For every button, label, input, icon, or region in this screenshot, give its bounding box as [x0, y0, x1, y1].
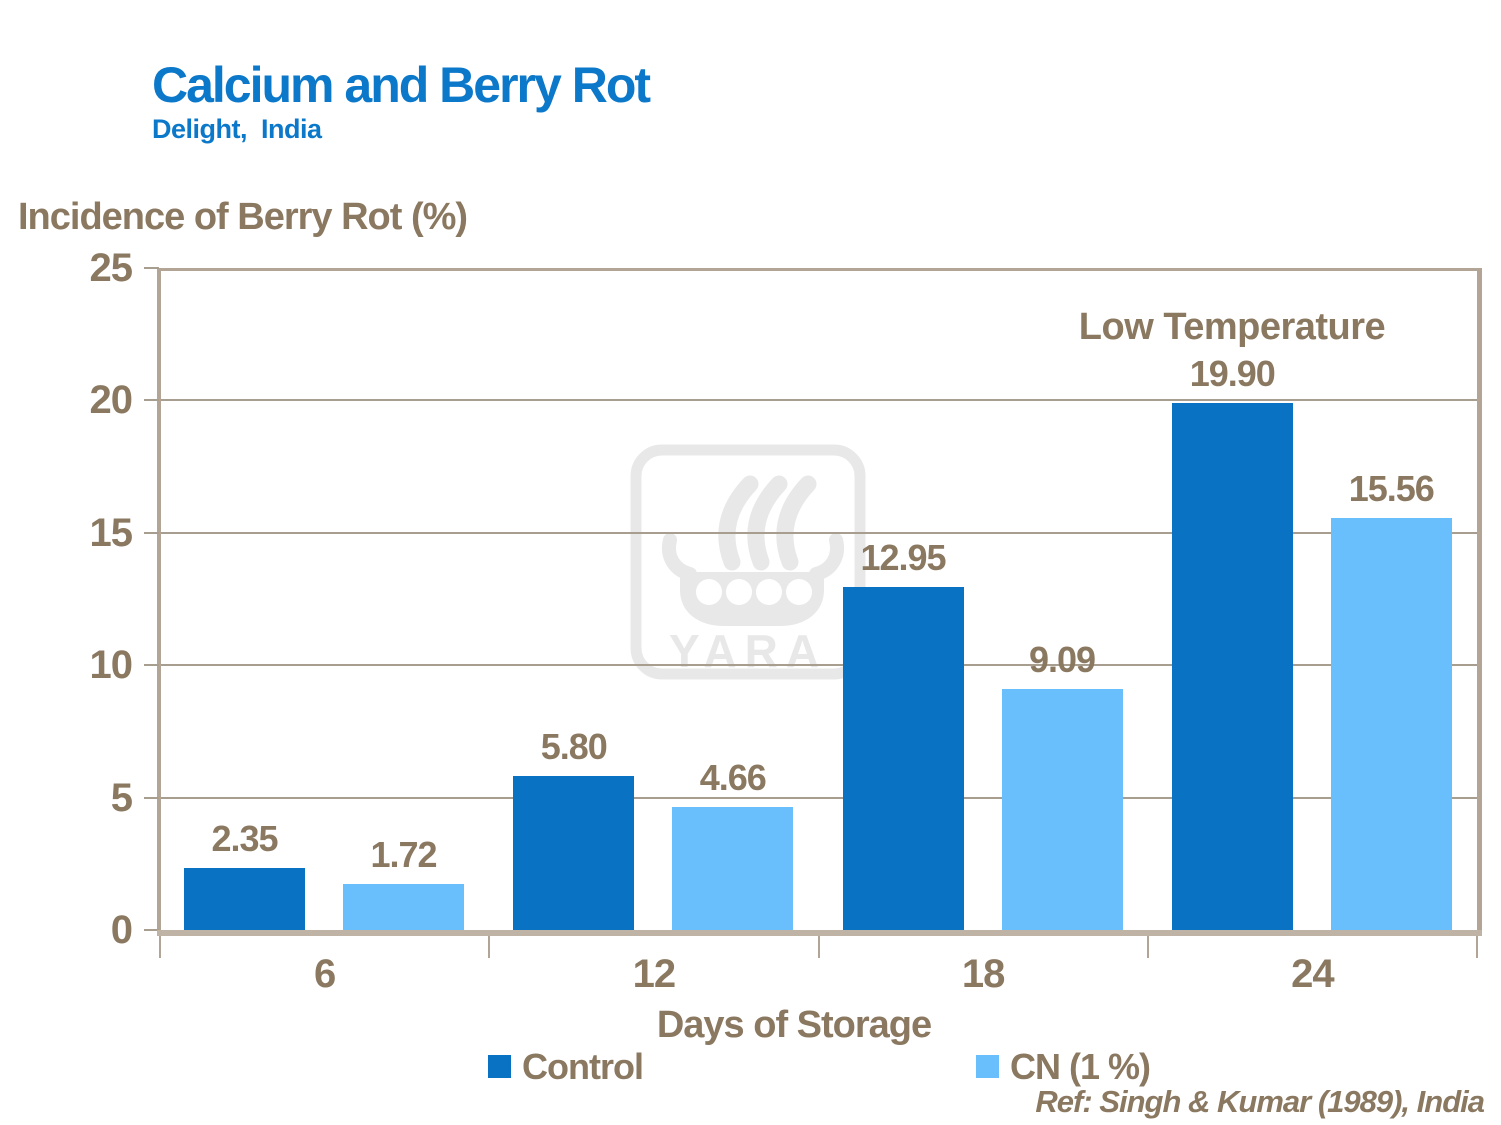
chart-subtitle: Delight, India: [152, 114, 322, 144]
y-tick-label: 20: [89, 378, 134, 423]
y-axis-tick: [144, 929, 159, 931]
bar-cn-1-12: [672, 807, 794, 930]
y-axis-tick: [144, 531, 159, 534]
y-tick-label: 0: [110, 908, 133, 952]
x-axis-tick: [159, 936, 161, 958]
value-label: 9.09: [1028, 639, 1096, 680]
y-axis-tick: [144, 399, 159, 402]
value-label: 1.72: [370, 834, 437, 875]
x-axis-baseline: [157, 930, 1482, 936]
legend-swatch-cn: [976, 1055, 999, 1078]
bar-control-18: [842, 587, 964, 930]
value-label: 15.56: [1348, 468, 1435, 509]
value-label: 2.35: [211, 818, 278, 859]
plot-border-top: [157, 268, 1482, 271]
bar-control-12: [513, 776, 635, 930]
bar-cn-1-18: [1001, 689, 1123, 930]
x-tick-label: 18: [961, 952, 1006, 996]
y-tick-label: 5: [110, 775, 133, 820]
gridline: [161, 399, 1477, 402]
y-axis-tick: [144, 267, 159, 269]
legend-swatch-control: [488, 1055, 511, 1078]
y-tick-label: 10: [89, 643, 134, 688]
watermark-frame: [630, 444, 866, 680]
bar-cn-1-24: [1330, 518, 1452, 930]
legend-item-cn: CN (1 %): [976, 1046, 1151, 1087]
value-label: 4.66: [699, 757, 767, 798]
plot-border-left: [157, 268, 161, 936]
bar-control-6: [184, 868, 305, 930]
legend-label-cn: CN (1 %): [1010, 1046, 1151, 1087]
y-axis-tick: [144, 796, 159, 799]
x-axis-title: Days of Storage: [656, 1004, 932, 1046]
watermark-text: YARA: [669, 625, 827, 677]
y-tick-label: 25: [89, 246, 134, 290]
plot-border-right: [1477, 268, 1482, 936]
yara-logo-watermark: YARA: [630, 444, 866, 680]
y-axis-title: Incidence of Berry Rot (%): [18, 196, 468, 238]
bar-control-24: [1171, 403, 1293, 930]
gridline: [161, 531, 1477, 534]
x-tick-label: 12: [632, 952, 677, 996]
bar-cn-1-6: [343, 884, 464, 930]
legend-label-control: Control: [522, 1046, 644, 1087]
reference-note: Ref: Singh & Kumar (1989), India: [1035, 1084, 1485, 1119]
gridline: [161, 664, 1477, 667]
x-axis-tick: [1146, 936, 1149, 958]
viking-ship-icon: [662, 475, 844, 626]
y-axis-tick: [144, 664, 159, 667]
chart-title: Calcium and Berry Rot: [152, 57, 651, 113]
x-tick-label: 24: [1291, 952, 1335, 996]
annotation-low-temperature: Low Temperature: [1078, 306, 1386, 348]
x-tick-label: 6: [314, 952, 336, 996]
legend-item-control: Control: [488, 1046, 644, 1087]
x-axis-tick: [1476, 936, 1478, 958]
value-label: 5.80: [540, 726, 608, 767]
y-tick-label: 15: [89, 510, 134, 555]
x-axis-tick: [488, 936, 491, 958]
value-label: 19.90: [1189, 353, 1276, 394]
gridline: [161, 796, 1477, 799]
x-axis-tick: [817, 936, 820, 958]
value-label: 12.95: [860, 537, 946, 578]
